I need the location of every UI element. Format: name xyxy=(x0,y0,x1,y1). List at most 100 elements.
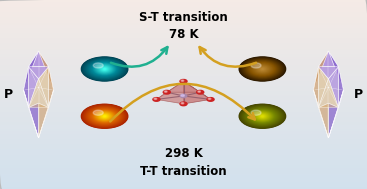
Polygon shape xyxy=(313,90,328,138)
Text: S-T transition: S-T transition xyxy=(139,11,228,23)
Bar xyxy=(0,73,367,74)
Bar xyxy=(0,77,367,78)
Polygon shape xyxy=(328,51,344,90)
Bar xyxy=(0,19,367,20)
Circle shape xyxy=(102,68,107,70)
Circle shape xyxy=(198,91,200,92)
Bar xyxy=(0,39,367,40)
Circle shape xyxy=(87,60,122,78)
Polygon shape xyxy=(39,90,54,138)
Bar xyxy=(0,130,367,131)
Circle shape xyxy=(241,58,284,80)
Circle shape xyxy=(88,108,121,125)
Circle shape xyxy=(260,115,265,117)
Polygon shape xyxy=(39,51,54,90)
Circle shape xyxy=(256,66,269,72)
Bar xyxy=(0,50,367,52)
Polygon shape xyxy=(319,103,328,138)
Bar xyxy=(0,155,367,156)
Circle shape xyxy=(240,105,284,128)
Bar xyxy=(0,151,367,153)
Polygon shape xyxy=(39,103,48,138)
Polygon shape xyxy=(29,51,48,67)
Bar xyxy=(0,93,367,94)
Bar xyxy=(0,66,367,67)
Bar xyxy=(0,38,367,39)
Bar xyxy=(0,125,367,126)
Bar xyxy=(0,127,367,129)
Bar xyxy=(0,168,367,169)
Bar xyxy=(0,76,367,77)
Circle shape xyxy=(84,105,126,127)
Bar xyxy=(0,105,367,106)
Bar xyxy=(0,149,367,150)
Circle shape xyxy=(92,63,117,75)
Circle shape xyxy=(257,66,268,72)
Circle shape xyxy=(258,67,266,71)
Bar xyxy=(0,112,367,113)
Bar xyxy=(0,144,367,145)
Circle shape xyxy=(163,90,170,94)
Bar xyxy=(0,8,367,9)
Bar xyxy=(0,185,367,187)
Circle shape xyxy=(101,115,108,118)
Circle shape xyxy=(253,64,272,74)
Circle shape xyxy=(102,68,107,70)
Bar xyxy=(0,98,367,100)
Bar xyxy=(0,187,367,188)
Circle shape xyxy=(93,63,103,68)
Bar xyxy=(0,135,367,136)
Circle shape xyxy=(94,64,115,74)
Circle shape xyxy=(103,116,106,117)
Circle shape xyxy=(252,111,273,122)
Circle shape xyxy=(94,111,115,122)
Bar xyxy=(0,63,367,64)
Circle shape xyxy=(91,62,118,76)
Circle shape xyxy=(260,115,265,118)
Circle shape xyxy=(241,105,283,127)
Circle shape xyxy=(86,59,124,79)
Circle shape xyxy=(96,112,113,121)
Circle shape xyxy=(257,66,268,72)
Circle shape xyxy=(251,63,274,75)
Circle shape xyxy=(101,67,109,71)
Bar xyxy=(0,103,367,105)
Circle shape xyxy=(82,57,127,81)
Bar xyxy=(0,110,367,111)
Circle shape xyxy=(254,65,271,73)
Circle shape xyxy=(86,59,123,79)
Polygon shape xyxy=(23,90,39,138)
Circle shape xyxy=(258,67,267,71)
Bar xyxy=(0,120,367,121)
Text: P: P xyxy=(355,88,363,101)
Circle shape xyxy=(181,80,184,81)
Circle shape xyxy=(102,115,107,118)
Bar xyxy=(0,64,367,66)
Bar xyxy=(0,164,367,165)
Circle shape xyxy=(97,65,112,73)
Bar xyxy=(0,175,367,176)
Bar xyxy=(0,142,367,144)
Bar xyxy=(0,100,367,101)
Circle shape xyxy=(83,58,127,80)
Polygon shape xyxy=(23,67,29,108)
Bar xyxy=(0,74,367,76)
Circle shape xyxy=(255,112,270,120)
Bar xyxy=(0,54,367,55)
Circle shape xyxy=(96,64,113,74)
Bar xyxy=(0,154,367,155)
Bar xyxy=(0,30,367,32)
Bar xyxy=(0,24,367,25)
Bar xyxy=(0,101,367,102)
Circle shape xyxy=(254,112,271,121)
Bar xyxy=(0,16,367,18)
Bar xyxy=(0,106,367,107)
Bar xyxy=(0,136,367,137)
Circle shape xyxy=(89,108,120,124)
Circle shape xyxy=(81,104,128,128)
Bar xyxy=(0,5,367,6)
Bar xyxy=(0,102,367,103)
Circle shape xyxy=(97,65,112,73)
Bar xyxy=(0,96,367,97)
Bar xyxy=(0,94,367,96)
